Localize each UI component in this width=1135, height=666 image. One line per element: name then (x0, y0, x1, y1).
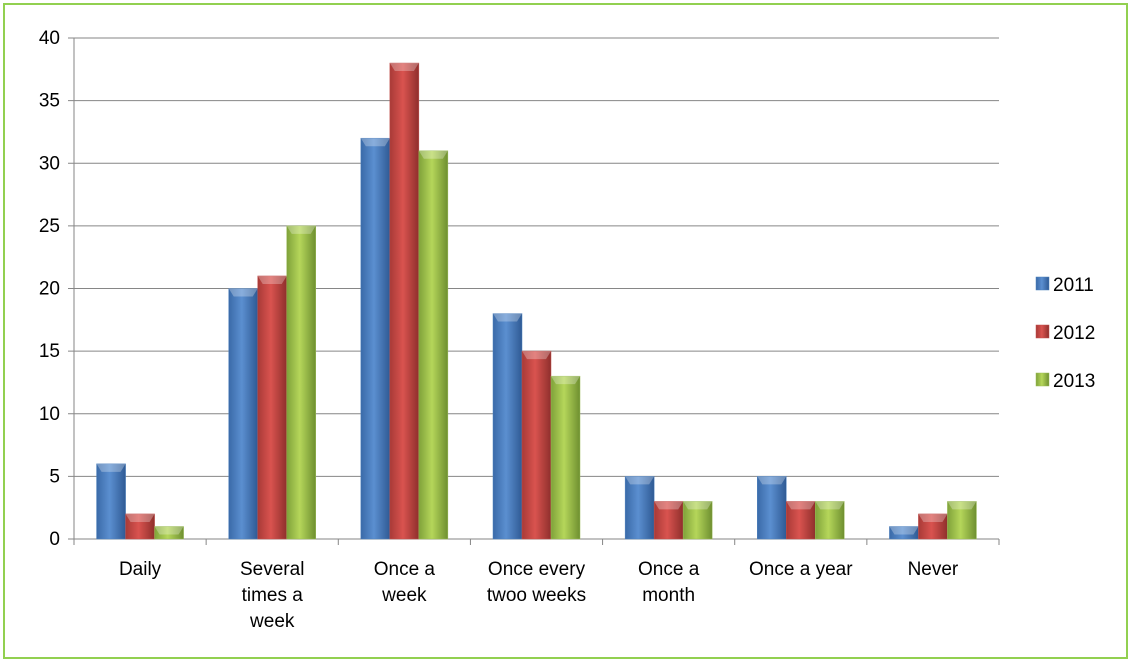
legend-label: 2013 (1053, 371, 1095, 392)
bar-bevel (757, 476, 787, 485)
bar-body (757, 476, 787, 540)
chart-frame: 0 5 10 15 20 25 30 35 40 Daily Several times a week O… (3, 3, 1128, 659)
x-category-label: Once a week (374, 559, 436, 606)
bar-body (154, 526, 184, 540)
legend-item: 2011 (1035, 275, 1094, 296)
bar-body (947, 501, 977, 540)
y-tick-label: 25 (39, 216, 60, 237)
bar (257, 275, 287, 540)
bar-bevel (889, 526, 919, 535)
bar-body (96, 463, 126, 540)
bar-body (815, 501, 845, 540)
bar-body (360, 137, 391, 540)
y-tick-label: 30 (39, 153, 60, 174)
bar-body (257, 275, 287, 540)
legend-item: 2013 (1035, 371, 1095, 392)
bar-bevel (125, 513, 155, 522)
bar-body (918, 513, 948, 540)
y-tick-label: 5 (49, 466, 60, 487)
y-tick-label: 35 (39, 91, 60, 112)
bar (550, 375, 581, 540)
bar-body (521, 350, 552, 540)
bar-bevel (947, 501, 977, 510)
y-tick-label: 20 (39, 279, 60, 300)
bar-bevel (257, 275, 287, 284)
bar (815, 501, 845, 540)
bar-body (389, 62, 420, 540)
x-category-label: Once a month (638, 559, 700, 606)
bar-chart: 0 5 10 15 20 25 30 35 40 Daily Several times a week O… (39, 28, 1095, 632)
bar (418, 150, 449, 540)
bar-body (550, 375, 581, 540)
y-tick-label: 10 (39, 404, 60, 425)
y-tick-label: 15 (39, 341, 60, 362)
bar-body (624, 476, 655, 540)
bar-bevel (815, 501, 845, 510)
bar (653, 501, 684, 540)
x-category-label: Once every twoo weeks (487, 559, 586, 606)
bar-bevel (786, 501, 816, 510)
bar (125, 513, 155, 540)
x-category-label: Never (908, 559, 959, 580)
bar-bevel (154, 526, 184, 535)
x-category-label: Once a year (749, 559, 853, 580)
bar-body (286, 225, 316, 540)
x-category-label: Daily (119, 559, 162, 580)
legend-swatch (1035, 324, 1050, 339)
bar-bevel (418, 150, 448, 159)
bar-bevel (625, 476, 655, 485)
bar (389, 62, 420, 540)
legend-label: 2012 (1053, 323, 1095, 344)
bar (947, 501, 977, 540)
bar-bevel (360, 138, 390, 147)
bar (228, 288, 258, 540)
bar (889, 526, 919, 540)
bar (624, 476, 655, 540)
bar-bevel (551, 376, 580, 385)
bar (154, 526, 184, 540)
bar-bevel (493, 313, 522, 322)
bar (286, 225, 316, 540)
bar-bevel (286, 225, 316, 234)
bar-bevel (96, 463, 126, 472)
bar (682, 501, 713, 540)
legend-item: 2012 (1035, 323, 1095, 344)
bar (786, 501, 816, 540)
bar-body (786, 501, 816, 540)
x-category-label: Several times a week (240, 559, 304, 632)
bar (492, 313, 523, 540)
bar-body (492, 313, 523, 540)
bar-body (418, 150, 449, 540)
legend-swatch (1035, 276, 1050, 291)
bar-bevel (654, 501, 684, 510)
bar-bevel (683, 501, 713, 510)
bar-bevel (918, 513, 948, 522)
legend-label: 2011 (1053, 275, 1094, 296)
bar (360, 137, 391, 540)
bar-body (228, 288, 258, 540)
y-tick-label: 40 (39, 28, 60, 49)
bar (521, 350, 552, 540)
bar-bevel (228, 288, 258, 297)
bar-body (682, 501, 713, 540)
bar-bevel (389, 63, 419, 72)
bar (918, 513, 948, 540)
legend-swatch (1035, 372, 1050, 387)
bar (96, 463, 126, 540)
bar (757, 476, 787, 540)
y-tick-label: 0 (49, 529, 60, 550)
bar-bevel (522, 351, 551, 360)
